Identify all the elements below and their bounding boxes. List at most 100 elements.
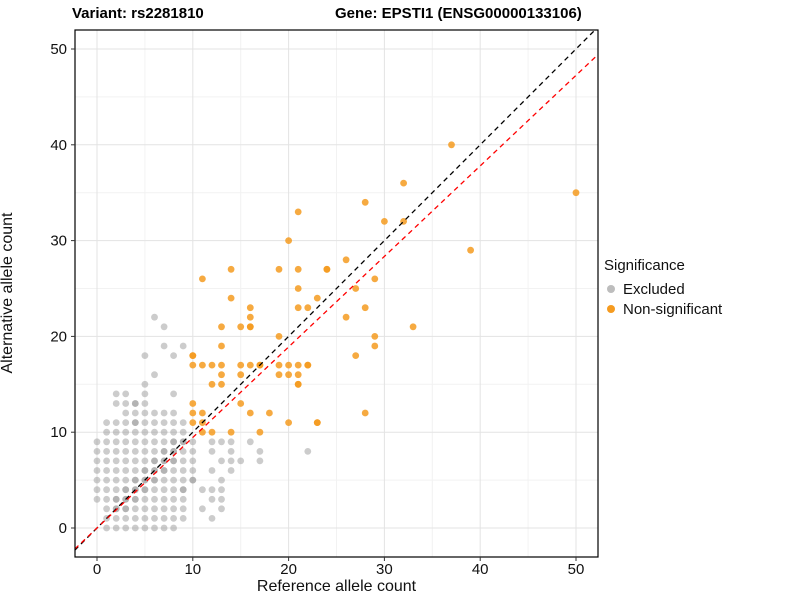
- excluded-point: [103, 486, 110, 494]
- excluded-point: [218, 505, 225, 513]
- excluded-point: [122, 515, 130, 522]
- excluded-point: [218, 476, 225, 484]
- y-tick-label: 0: [59, 520, 67, 537]
- excluded-point: [179, 342, 187, 350]
- nonsignificant-point: [218, 323, 225, 331]
- nonsignificant-point: [275, 371, 283, 379]
- excluded-point: [103, 419, 110, 426]
- nonsignificant-point: [199, 361, 206, 369]
- excluded-point: [141, 409, 149, 417]
- nonsignificant-point: [237, 400, 245, 407]
- nonsignificant-point: [285, 419, 292, 426]
- excluded-point: [160, 419, 168, 426]
- excluded-point: [122, 419, 130, 426]
- excluded-point: [179, 428, 187, 436]
- excluded-point: [103, 495, 110, 503]
- excluded-point: [112, 515, 120, 522]
- excluded-point: [112, 390, 120, 398]
- nonsignificant-point: [313, 419, 321, 426]
- nonsignificant-point: [237, 371, 245, 379]
- excluded-point: [93, 457, 101, 465]
- excluded-point: [103, 438, 110, 446]
- excluded-point: [179, 448, 187, 455]
- nonsignificant-point: [352, 285, 360, 292]
- excluded-point: [227, 448, 235, 455]
- excluded-point: [93, 495, 101, 503]
- nonsignificant-point: [294, 208, 302, 216]
- nonsignificant-point: [227, 265, 235, 273]
- excluded-point: [160, 515, 168, 522]
- excluded-point: [141, 515, 149, 522]
- excluded-point: [131, 495, 139, 503]
- excluded-point: [131, 467, 139, 474]
- excluded-point: [237, 457, 245, 465]
- excluded-point: [151, 313, 158, 321]
- excluded-point: [256, 457, 264, 465]
- excluded-point: [208, 438, 216, 446]
- nonsignificant-point: [246, 361, 254, 369]
- excluded-point: [208, 486, 216, 494]
- excluded-point: [151, 371, 158, 379]
- excluded-point: [179, 505, 187, 513]
- excluded-point: [122, 467, 130, 474]
- excluded-point: [160, 467, 168, 474]
- x-tick-label: 50: [568, 561, 585, 578]
- excluded-point: [179, 495, 187, 503]
- excluded-point: [227, 457, 235, 465]
- excluded-point: [227, 438, 235, 446]
- x-axis-label: Reference allele count: [256, 578, 417, 595]
- excluded-point: [103, 448, 110, 455]
- legend: Significance Excluded Non-significant: [604, 257, 722, 319]
- excluded-point: [189, 476, 197, 484]
- nonsignificant-point: [199, 409, 206, 417]
- nonsignificant-point: [323, 265, 331, 273]
- excluded-point: [131, 400, 139, 407]
- nonsignificant-point: [342, 313, 350, 321]
- excluded-point: [170, 428, 178, 436]
- nonsignificant-point: [294, 380, 302, 388]
- excluded-point: [93, 467, 101, 474]
- excluded-point: [151, 448, 158, 455]
- excluded-point: [170, 457, 178, 465]
- excluded-point: [112, 486, 120, 494]
- excluded-point: [160, 428, 168, 436]
- nonsignificant-point: [246, 409, 254, 417]
- excluded-point: [112, 524, 120, 532]
- excluded-point: [179, 467, 187, 474]
- excluded-point: [122, 448, 130, 455]
- excluded-point: [131, 515, 139, 522]
- excluded-point: [160, 409, 168, 417]
- excluded-point: [112, 419, 120, 426]
- nonsignificant-point: [294, 371, 302, 379]
- nonsignificant-point: [304, 304, 312, 312]
- y-tick-label: 50: [50, 41, 67, 58]
- excluded-point: [131, 505, 139, 513]
- nonsignificant-point: [448, 141, 455, 149]
- excluded-point: [189, 448, 197, 455]
- excluded-point: [131, 438, 139, 446]
- nonsignificant-point: [189, 419, 197, 426]
- legend-item-excluded: Excluded: [604, 279, 722, 299]
- excluded-point: [160, 486, 168, 494]
- nonsignificant-point: [256, 428, 264, 436]
- y-tick-label: 40: [50, 137, 67, 154]
- x-tick-label: 0: [93, 561, 101, 578]
- excluded-point: [112, 400, 120, 407]
- excluded-point: [141, 390, 149, 398]
- nonsignificant-point: [313, 294, 321, 302]
- excluded-point: [179, 515, 187, 522]
- excluded-point: [179, 419, 187, 426]
- nonsignificant-point: [208, 380, 216, 388]
- nonsignificant-point: [189, 400, 197, 407]
- legend-title: Significance: [604, 257, 685, 274]
- excluded-point: [112, 476, 120, 484]
- excluded-point: [218, 495, 225, 503]
- nonsignificant-point: [371, 333, 379, 340]
- nonsignificant-point: [371, 275, 379, 283]
- excluded-point: [151, 505, 158, 513]
- nonsignificant-point: [285, 237, 292, 245]
- y-tick-label: 10: [50, 424, 67, 441]
- excluded-point: [131, 457, 139, 465]
- excluded-point: [246, 438, 254, 446]
- excluded-point: [141, 457, 149, 465]
